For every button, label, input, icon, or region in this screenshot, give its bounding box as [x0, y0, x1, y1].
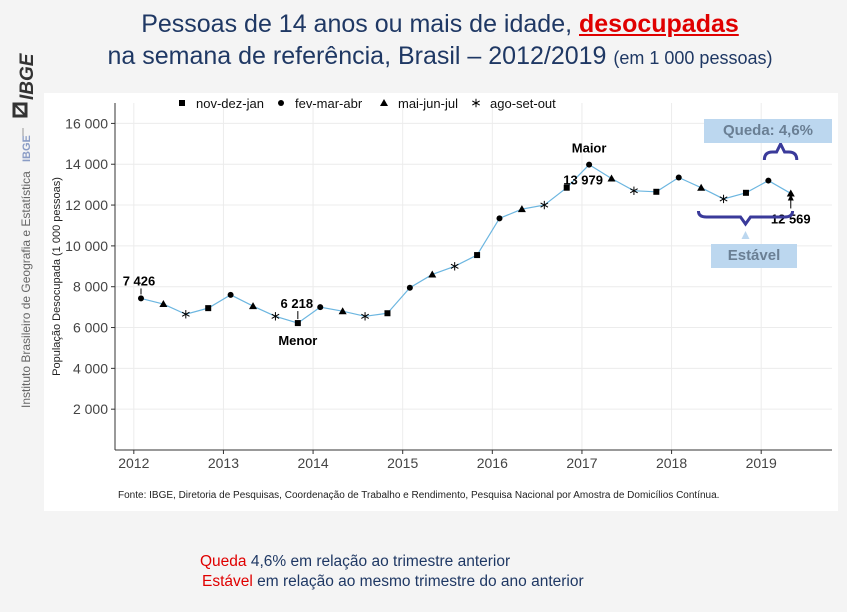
data-point [428, 270, 437, 278]
data-point [765, 177, 772, 184]
data-point [629, 186, 638, 195]
y-tick-label: 8 000 [73, 279, 108, 295]
chart-panel: 2 000 4 000 6 000 8 000 10 000 12 000 14 000 16… [44, 93, 838, 511]
ibge-logo: IBGE [17, 52, 38, 100]
data-point [317, 304, 324, 311]
title-line2: na semana de referência, Brasil – 2012/2… [107, 42, 614, 70]
x-tick-label: 2019 [746, 455, 777, 471]
bottom-notes: Queda 4,6% em relação ao trimestre anter… [200, 552, 584, 592]
side-branding: IBGE IBGE Instituto Brasileiro de Geogra… [12, 52, 38, 408]
note-estavel-text: em relação ao mesmo trimestre do ano ant… [252, 573, 584, 590]
legend-marker [179, 100, 185, 106]
data-point [294, 320, 301, 327]
annotation-min-value: 6 218 [281, 296, 314, 311]
series-line [140, 163, 792, 324]
note-estavel-label: Estável [202, 573, 253, 590]
y-tick-label: 12 000 [65, 197, 108, 213]
source-footnote: Fonte: IBGE, Diretoria de Pesquisas, Coo… [118, 490, 720, 501]
data-point [384, 310, 391, 317]
callout-estavel: Estável [711, 244, 797, 268]
data-point [205, 305, 212, 312]
y-tick-label: 4 000 [73, 360, 108, 376]
x-tick-label: 2013 [208, 455, 239, 471]
annotation-arrowhead [787, 194, 794, 201]
legend-item: nov-dez-jan [179, 96, 264, 111]
x-tick-label: 2016 [477, 455, 508, 471]
y-tick-label: 10 000 [65, 238, 108, 254]
data-point [586, 161, 593, 168]
data-point [517, 205, 526, 213]
page-title: Pessoas de 14 anos ou mais de idade, des… [60, 8, 820, 74]
side-ibge-short: IBGE [21, 135, 33, 162]
data-point [719, 194, 728, 204]
legend-label: fev-mar-abr [295, 96, 363, 111]
data-point [742, 189, 749, 196]
data-point [786, 189, 795, 197]
side-institute-name: Instituto Brasileiro de Geografia e Esta… [19, 171, 33, 408]
data-point [227, 291, 234, 298]
y-tick-label: 16 000 [65, 115, 108, 131]
brace-queda [762, 140, 799, 161]
ibge-logo-text: IBGE [17, 52, 38, 100]
title-line1-prefix: Pessoas de 14 anos ou mais de idade, [141, 10, 579, 38]
data-point [271, 312, 280, 321]
annotation-max-value: 13 979 [563, 173, 603, 188]
data-point [338, 307, 347, 315]
callout-pointer [741, 231, 750, 239]
note-queda-text: 4,6% em relação ao trimestre anterior [246, 553, 511, 570]
data-point [474, 252, 481, 259]
data-point [607, 174, 616, 182]
data-point [181, 310, 190, 319]
annotation-first-value: 7 426 [123, 273, 156, 288]
legend-marker [278, 100, 284, 106]
data-point [653, 188, 660, 195]
callout-queda: Queda: 4,6% [704, 119, 832, 143]
line-chart: 2 000 4 000 6 000 8 000 10 000 12 000 14 000 16… [51, 96, 832, 471]
title-unit: (em 1 000 pessoas) [613, 48, 773, 68]
data-point [159, 300, 168, 308]
x-tick-label: 2018 [656, 455, 687, 471]
data-point [137, 295, 144, 302]
data-point [249, 302, 258, 310]
y-tick-label: 2 000 [73, 401, 108, 417]
legend-label: nov-dez-jan [196, 96, 264, 111]
legend-item: fev-mar-abr [278, 96, 363, 111]
annotation-last-value: 12 569 [771, 211, 811, 226]
x-tick-label: 2012 [118, 455, 149, 471]
data-point [697, 183, 706, 191]
data-point [496, 215, 503, 222]
legend-item: mai-jun-jul [380, 96, 458, 111]
x-tick-label: 2015 [387, 455, 418, 471]
legend-item: ago-set-out [472, 96, 556, 111]
title-highlight: desocupadas [579, 10, 739, 38]
annotation-max-label: Maior [572, 141, 607, 156]
data-point [563, 184, 570, 191]
x-tick-label: 2017 [566, 455, 597, 471]
legend-label: mai-jun-jul [398, 96, 458, 111]
y-tick-label: 14 000 [65, 156, 108, 172]
data-point [406, 284, 413, 291]
data-point [675, 174, 682, 181]
y-tick-label: 6 000 [73, 320, 108, 336]
legend-marker [472, 98, 480, 108]
y-axis-label: População Desocupada (1 000 pessoas) [51, 177, 63, 376]
ibge-logo-mark [12, 102, 28, 118]
data-point [450, 262, 459, 271]
x-tick-label: 2014 [297, 455, 328, 471]
legend-marker [380, 99, 388, 106]
data-point [540, 200, 549, 210]
data-point [361, 312, 370, 321]
annotation-min-label: Menor [278, 333, 317, 348]
brace-estavel [696, 210, 795, 227]
legend-label: ago-set-out [490, 96, 556, 111]
note-queda-label: Queda [200, 553, 247, 570]
